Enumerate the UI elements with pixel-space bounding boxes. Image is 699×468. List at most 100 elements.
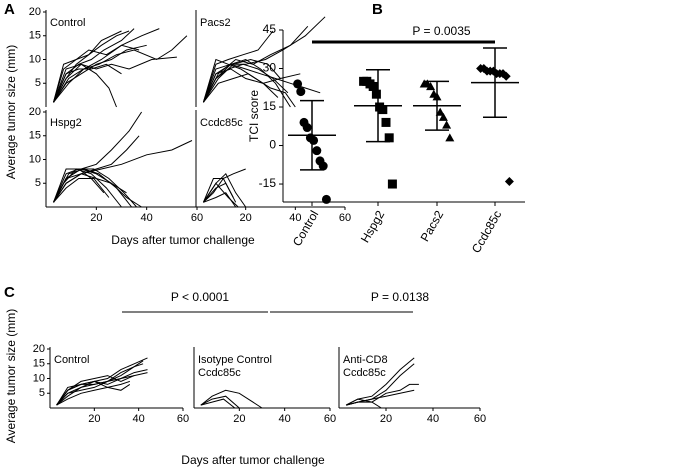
tumor-line	[202, 58, 291, 108]
p-value: P = 0.0035	[412, 24, 470, 38]
tumor-line	[53, 30, 122, 103]
y-tick-label: 5	[39, 387, 45, 399]
tumor-line	[56, 380, 130, 406]
x-tick-label: 40	[427, 413, 439, 425]
x-tick-label: 20	[233, 413, 245, 425]
tumor-line	[53, 44, 147, 103]
panel-label: A	[4, 1, 15, 18]
x-tick-label: 20	[240, 212, 252, 224]
data-point	[384, 133, 394, 143]
tumor-line	[203, 73, 279, 103]
x-tick-label: 20	[88, 413, 100, 425]
tumor-line	[202, 172, 247, 208]
data-point	[442, 120, 452, 129]
y-tick-label: 10	[29, 153, 41, 165]
y-tick-label: 10	[33, 372, 45, 384]
panel-label: B	[372, 1, 383, 18]
data-point	[445, 133, 455, 142]
data-point	[378, 105, 388, 115]
tumor-line	[200, 398, 236, 409]
tumor-line	[53, 168, 137, 208]
y-axis-title: TCI score	[247, 90, 261, 142]
panel-label: C	[4, 284, 15, 301]
x-tick-label: 40	[279, 413, 291, 425]
x-tick-label: 40	[133, 413, 145, 425]
subpanel-label: Ccdc85c	[200, 117, 243, 129]
subpanel-label: Isotype Control	[198, 354, 272, 366]
x-tick-label: Ccdc85c	[469, 208, 504, 255]
x-tick-label: 60	[339, 212, 351, 224]
y-tick-label: 20	[29, 106, 41, 118]
y-axis-title: Average tumor size (mm)	[4, 309, 18, 443]
y-tick-label: 15	[33, 358, 45, 370]
data-point	[302, 123, 312, 133]
x-tick-label: 20	[90, 212, 102, 224]
tumor-line	[53, 28, 160, 103]
y-axis-title: Average tumor size (mm)	[4, 45, 18, 179]
data-point	[387, 179, 397, 189]
data-point	[293, 79, 303, 89]
data-point	[371, 89, 381, 99]
y-tick-label: 5	[35, 77, 41, 89]
y-tick-label: 20	[29, 6, 41, 18]
y-tick-label: 15	[263, 99, 277, 113]
y-tick-label: 20	[33, 343, 45, 355]
tumor-line	[53, 44, 140, 103]
data-point	[309, 135, 319, 145]
subpanel-label: Ccdc85c	[343, 367, 386, 379]
tumor-line	[56, 369, 148, 406]
subpanel-label: Anti-CD8	[343, 354, 388, 366]
x-axis-title: Days after tumor challenge	[181, 453, 325, 467]
x-tick-label: 60	[474, 413, 486, 425]
y-tick-label: -15	[259, 176, 277, 190]
data-point	[321, 194, 331, 204]
x-tick-label: 60	[324, 413, 336, 425]
x-axis-title: Days after tumor challenge	[111, 233, 255, 247]
tumor-line	[202, 30, 274, 103]
y-tick-label: 10	[29, 53, 41, 65]
p-value: P < 0.0001	[171, 290, 229, 304]
tumor-line	[53, 178, 110, 203]
tumor-line	[53, 140, 193, 203]
x-tick-label: 40	[289, 212, 301, 224]
subpanel-label: Control	[50, 17, 85, 29]
tumor-line	[53, 168, 105, 203]
y-tick-label: 45	[263, 22, 277, 36]
data-point	[501, 71, 511, 81]
data-point	[318, 161, 328, 171]
data-point	[296, 87, 306, 97]
data-point	[438, 112, 448, 121]
data-point	[426, 81, 436, 91]
x-tick-label: 40	[141, 212, 153, 224]
subpanel-label: Hspg2	[50, 117, 82, 129]
tumor-line	[200, 395, 240, 409]
tumor-line	[202, 58, 281, 103]
tumor-line	[53, 63, 122, 103]
x-tick-label: 60	[177, 413, 189, 425]
tumor-line	[53, 56, 177, 103]
tumor-line	[200, 389, 263, 409]
tumor-line	[202, 63, 289, 103]
p-value: P = 0.0138	[371, 290, 429, 304]
data-point	[381, 117, 391, 127]
subpanel-label: Pacs2	[200, 17, 231, 29]
tumor-line	[53, 35, 188, 103]
tumor-line	[202, 182, 239, 208]
data-point	[312, 146, 322, 156]
subpanel-label: Ccdc85c	[198, 367, 241, 379]
y-tick-label: 30	[263, 61, 277, 75]
tumor-line	[345, 389, 415, 406]
x-tick-label: Pacs2	[418, 208, 447, 244]
data-point	[504, 176, 514, 186]
data-point	[368, 81, 378, 91]
y-tick-label: 15	[29, 30, 41, 42]
subpanel-label: Control	[54, 354, 89, 366]
x-tick-label: 60	[191, 212, 203, 224]
y-tick-label: 5	[35, 177, 41, 189]
x-tick-label: Hspg2	[358, 208, 388, 245]
y-tick-label: 0	[269, 138, 276, 152]
data-point	[435, 107, 445, 116]
y-tick-label: 15	[29, 130, 41, 142]
x-tick-label: 20	[380, 413, 392, 425]
